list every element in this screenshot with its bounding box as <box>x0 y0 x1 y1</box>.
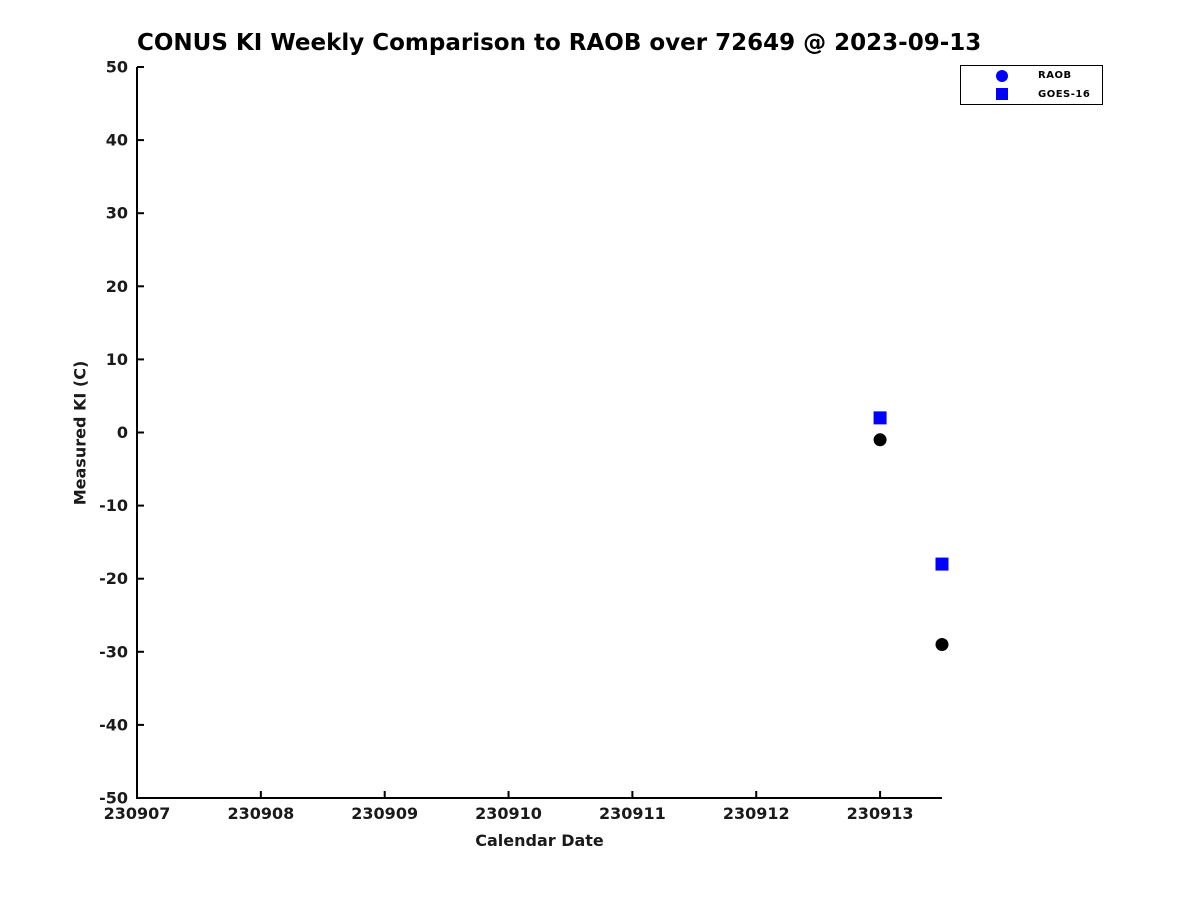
y-axis-label: Measured KI (C) <box>70 360 90 506</box>
y-tick-label: 0 <box>117 423 128 442</box>
x-tick-label: 230908 <box>227 804 294 823</box>
raob-data-marker <box>935 637 949 651</box>
y-tick-label: -30 <box>99 642 128 661</box>
x-tick-label: 230913 <box>847 804 914 823</box>
x-tick-label: 230912 <box>723 804 790 823</box>
x-tick-label: 230911 <box>599 804 666 823</box>
x-tick-label: 230907 <box>104 804 171 823</box>
y-tick-label: 50 <box>106 58 128 77</box>
y-tick-label: 10 <box>106 350 128 369</box>
legend-item-goes16: GOES-16 <box>961 85 1102 103</box>
legend-item-raob: RAOB <box>961 67 1102 85</box>
raob-data-marker <box>873 433 887 447</box>
y-tick-label: -40 <box>99 715 128 734</box>
y-tick-label: -10 <box>99 496 128 515</box>
x-axis-label: Calendar Date <box>475 831 604 850</box>
legend: RAOB GOES-16 <box>960 65 1103 105</box>
legend-label-raob: RAOB <box>1038 70 1072 82</box>
y-tick-label: -50 <box>99 789 128 808</box>
goes-16-data-marker <box>935 557 949 571</box>
raob-circle-marker-icon <box>996 69 1008 82</box>
y-tick-label: 30 <box>106 204 128 223</box>
x-tick-label: 230910 <box>475 804 542 823</box>
y-tick-label: 40 <box>106 131 128 150</box>
x-tick-label: 230909 <box>351 804 418 823</box>
chart-title: CONUS KI Weekly Comparison to RAOB over … <box>137 30 982 56</box>
goes-16-data-marker <box>873 411 887 425</box>
y-tick-label: 20 <box>106 277 128 296</box>
y-tick-label: -20 <box>99 569 128 588</box>
goes16-square-marker-icon <box>996 88 1008 101</box>
legend-label-goes16: GOES-16 <box>1038 88 1091 100</box>
